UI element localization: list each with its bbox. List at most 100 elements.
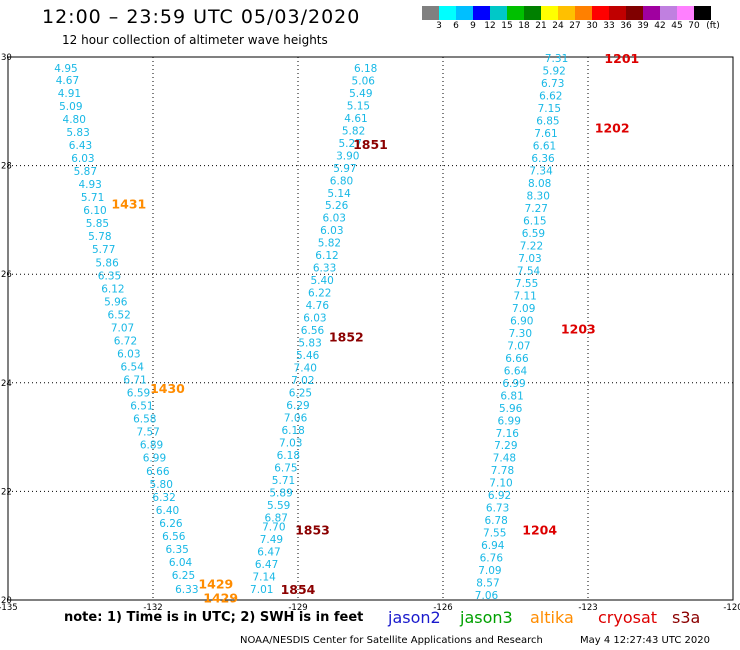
color-swatch [643, 6, 660, 20]
latitude-tick-label: 24 [1, 379, 12, 389]
wave-height-value: 6.18 [277, 450, 300, 462]
wave-height-value: 6.94 [481, 540, 505, 552]
wave-height-value: 6.18 [281, 425, 304, 437]
wave-height-value: 5.97 [333, 163, 356, 175]
color-scale-label: 18 [518, 21, 530, 31]
wave-height-value: 7.54 [517, 265, 541, 277]
wave-height-value: 6.12 [315, 250, 338, 262]
wave-height-value: 6.03 [320, 225, 343, 237]
wave-height-value: 4.61 [344, 113, 367, 125]
wave-height-value: 7.57 [136, 427, 159, 439]
color-scale-label: 39 [637, 21, 649, 31]
wave-height-value: 5.40 [310, 275, 333, 287]
wave-height-value: 5.83 [66, 127, 89, 139]
wave-height-value: 6.99 [143, 453, 166, 465]
color-scale-label: 33 [603, 21, 615, 31]
wave-height-value: 5.87 [74, 166, 97, 178]
wave-height-value: 6.90 [510, 315, 533, 327]
color-swatch [677, 6, 694, 20]
wave-height-value: 8.57 [476, 578, 499, 590]
wave-height-value: 6.64 [504, 365, 528, 377]
wave-height-value: 6.15 [523, 215, 546, 227]
wave-height-value: 6.58 [133, 414, 156, 426]
pass-time-label: 1201 [604, 51, 639, 66]
wave-height-value: 7.78 [491, 465, 514, 477]
wave-height-value: 8.30 [527, 190, 550, 202]
wave-height-value: 5.71 [81, 192, 104, 204]
longitude-tick-label: -135 [0, 603, 18, 613]
wave-height-value: 7.31 [545, 53, 568, 65]
wave-height-value: 5.15 [347, 100, 370, 112]
wave-height-value: 6.80 [330, 175, 353, 187]
color-scale-label: 42 [654, 21, 666, 31]
wave-height-value: 6.73 [541, 78, 564, 90]
latitude-tick-label: 30 [1, 53, 12, 63]
color-swatch [524, 6, 541, 20]
wave-height-value: 6.73 [486, 503, 509, 515]
wave-height-value: 6.26 [159, 518, 183, 530]
wave-height-value: 7.14 [252, 572, 276, 584]
pass-time-label: 1203 [561, 322, 596, 337]
pass-time-label: 1429 [198, 577, 233, 592]
wave-height-value: 7.09 [512, 303, 535, 315]
color-swatch [473, 6, 490, 20]
wave-height-value: 6.76 [480, 553, 504, 565]
wave-height-value: 5.82 [342, 125, 365, 137]
page-subtitle: 12 hour collection of altimeter wave hei… [62, 33, 328, 47]
color-swatch [541, 6, 558, 20]
wave-height-value: 5.09 [59, 101, 82, 113]
wave-height-value: 6.56 [301, 325, 325, 337]
wave-height-value: 4.95 [54, 63, 77, 75]
pass-time-label: 1431 [111, 197, 146, 212]
color-swatch [694, 6, 711, 20]
wave-height-value: 7.40 [294, 363, 317, 375]
wave-height-value: 7.10 [489, 478, 512, 490]
wave-height-value: 7.22 [520, 240, 543, 252]
color-scale-label: 6 [453, 21, 459, 31]
wave-height-value: 5.46 [296, 350, 320, 362]
wave-height-value: 3.90 [336, 150, 359, 162]
wave-height-value: 4.80 [63, 114, 86, 126]
wave-height-value: 6.12 [101, 283, 124, 295]
wave-height-value: 6.99 [502, 378, 525, 390]
wave-height-value: 6.32 [152, 492, 175, 504]
color-scale-label: 36 [620, 21, 632, 31]
wave-height-value: 6.62 [539, 91, 562, 103]
pass-time-label: 1430 [150, 381, 185, 396]
wave-height-value: 6.25 [172, 570, 195, 582]
wave-height-value: 5.96 [499, 403, 523, 415]
satellite-legend-altika: altika [530, 608, 574, 627]
wave-height-value: 7.06 [475, 590, 499, 602]
color-swatch [422, 6, 439, 20]
wave-height-value: 5.26 [325, 200, 349, 212]
wave-height-value: 5.83 [298, 338, 321, 350]
wave-height-value: 7.11 [513, 290, 536, 302]
wave-height-value: 5.96 [104, 296, 128, 308]
color-swatch [575, 6, 592, 20]
wave-height-value: 7.29 [494, 440, 517, 452]
wave-height-value: 6.40 [156, 505, 179, 517]
page-title: 12:00 – 23:59 UTC 05/03/2020 [42, 6, 361, 28]
wave-height-value: 7.27 [525, 203, 548, 215]
wave-height-value: 5.14 [327, 188, 351, 200]
color-scale-label: 15 [501, 21, 513, 31]
wave-height-value: 6.04 [169, 557, 193, 569]
color-scale-bar [422, 6, 711, 20]
wave-height-value: 6.59 [522, 228, 545, 240]
wave-height-value: 4.67 [56, 75, 79, 87]
wave-height-value: 5.06 [352, 75, 376, 87]
wave-height-value: 6.47 [255, 559, 278, 571]
color-scale-label: (ft) [706, 21, 720, 31]
latitude-tick-label: 28 [1, 162, 12, 172]
pass-time-label: 1853 [295, 522, 330, 537]
wave-height-value: 6.47 [257, 547, 280, 559]
wave-height-value: 6.54 [121, 362, 145, 374]
wave-height-value: 6.85 [536, 116, 559, 128]
wave-height-value: 6.52 [107, 309, 130, 321]
wave-height-value: 6.87 [265, 512, 288, 524]
wave-height-value: 6.92 [488, 490, 511, 502]
wave-height-value: 5.82 [318, 238, 341, 250]
wave-height-value: 6.03 [303, 313, 326, 325]
wave-height-value: 7.01 [250, 584, 273, 596]
wave-height-value: 6.33 [175, 584, 198, 596]
